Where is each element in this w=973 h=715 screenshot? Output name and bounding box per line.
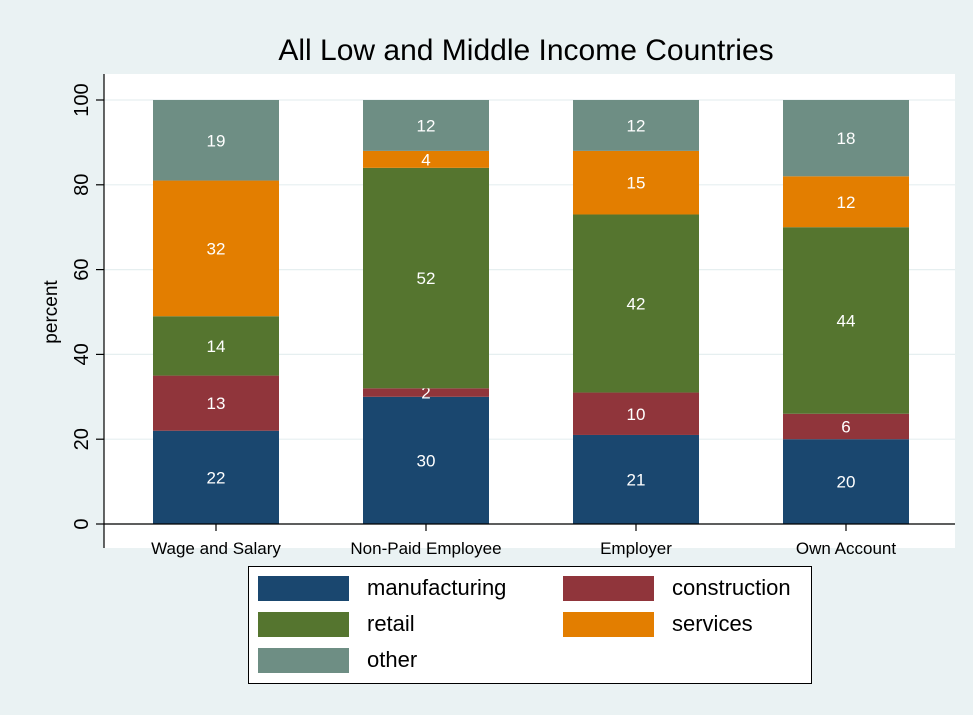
data-label: 10 bbox=[627, 405, 646, 424]
legend-swatch-other bbox=[258, 647, 349, 673]
data-label: 12 bbox=[837, 193, 856, 212]
bar-segment-construction bbox=[153, 375, 279, 431]
y-tick-label: 20 bbox=[71, 428, 93, 450]
bar-segment-services bbox=[363, 150, 489, 168]
chart-title: All Low and Middle Income Countries bbox=[278, 34, 773, 67]
x-axis: Wage and Salary Non-Paid Employee Employer… bbox=[104, 523, 955, 558]
legend-swatch-manufacturing bbox=[258, 575, 349, 601]
x-tick-label: Own Account bbox=[796, 539, 896, 558]
y-axis-label: percent bbox=[41, 280, 62, 344]
bar-segment-retail bbox=[783, 227, 909, 414]
legend-label-construction: construction bbox=[672, 575, 791, 600]
bar-segment-manufacturing bbox=[153, 430, 279, 524]
x-tick-label: Non-Paid Employee bbox=[350, 539, 501, 558]
legend-label-other: other bbox=[367, 647, 418, 672]
data-label: 19 bbox=[207, 131, 226, 150]
y-tick-label: 40 bbox=[71, 343, 93, 365]
data-label: 12 bbox=[627, 116, 646, 135]
bar-segment-construction bbox=[363, 388, 489, 397]
legend-label-services: services bbox=[672, 611, 753, 636]
legend-item-other: other bbox=[258, 647, 417, 673]
x-tick-label: Wage and Salary bbox=[151, 539, 281, 558]
bar-segment-other bbox=[153, 100, 279, 181]
data-label: 18 bbox=[837, 129, 856, 148]
bar-segment-retail bbox=[573, 214, 699, 393]
y-tick-label: 0 bbox=[71, 518, 93, 529]
bar-segment-manufacturing bbox=[573, 434, 699, 524]
legend: manufacturing construction retail servic… bbox=[248, 566, 812, 684]
bar-segment-manufacturing bbox=[783, 439, 909, 524]
bar-segment-services bbox=[783, 176, 909, 228]
data-label: 2 bbox=[421, 384, 430, 403]
y-tick-label: 60 bbox=[71, 258, 93, 280]
bar-segment-services bbox=[153, 180, 279, 317]
data-label: 13 bbox=[207, 394, 226, 413]
legend-item-services: services bbox=[563, 611, 753, 637]
data-label: 12 bbox=[417, 116, 436, 135]
bar-segment-construction bbox=[783, 413, 909, 440]
data-label: 44 bbox=[837, 311, 856, 330]
legend-swatch-services bbox=[563, 611, 654, 637]
legend-item-construction: construction bbox=[563, 575, 791, 601]
legend-swatch-construction bbox=[563, 575, 654, 601]
y-tick-label: 100 bbox=[71, 83, 93, 116]
bar-segment-manufacturing bbox=[363, 396, 489, 524]
y-tick-label: 80 bbox=[71, 174, 93, 196]
legend-label-retail: retail bbox=[367, 611, 415, 636]
data-label: 22 bbox=[207, 468, 226, 487]
legend-item-retail: retail bbox=[258, 611, 415, 637]
bar-segment-retail bbox=[153, 316, 279, 376]
bar-segment-retail bbox=[363, 167, 489, 389]
legend-item-manufacturing: manufacturing bbox=[258, 575, 506, 601]
data-label: 14 bbox=[207, 337, 226, 356]
bar-segment-construction bbox=[573, 392, 699, 435]
bars-group: 22 13 14 32 19 30 2 52 4 12 21 10 42 15 12 20 6 44 12 18 bbox=[153, 100, 909, 524]
data-label: 4 bbox=[421, 150, 430, 169]
data-label: 32 bbox=[207, 239, 226, 258]
bar-segment-other bbox=[783, 100, 909, 177]
data-label: 21 bbox=[627, 470, 646, 489]
x-tick-label: Employer bbox=[600, 539, 672, 558]
data-label: 52 bbox=[417, 269, 436, 288]
bar-segment-other bbox=[573, 100, 699, 151]
bar-segment-other bbox=[363, 100, 489, 151]
data-label: 30 bbox=[417, 451, 436, 470]
bar-segment-services bbox=[573, 150, 699, 215]
data-label: 42 bbox=[627, 295, 646, 314]
data-label: 20 bbox=[837, 473, 856, 492]
data-label: 6 bbox=[841, 417, 850, 436]
y-axis: 0 20 40 60 80 100 bbox=[71, 74, 105, 548]
data-label: 15 bbox=[627, 174, 646, 193]
legend-swatch-retail bbox=[258, 611, 349, 637]
legend-label-manufacturing: manufacturing bbox=[367, 575, 507, 600]
